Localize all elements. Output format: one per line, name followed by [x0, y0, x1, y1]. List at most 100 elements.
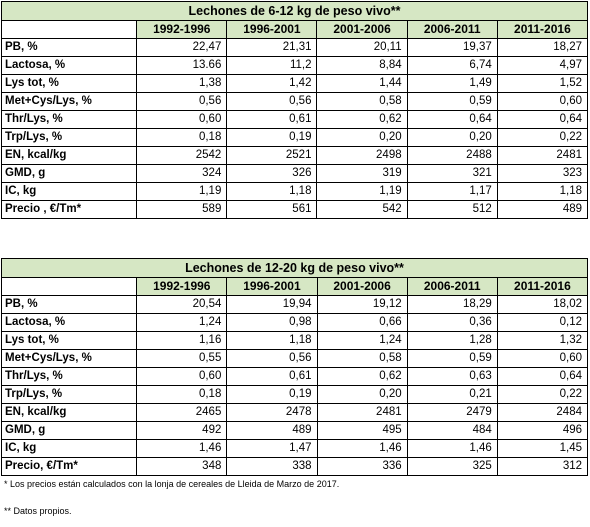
table-cell-value: 325 [406, 457, 498, 476]
table-cell-value: 0,61 [226, 110, 318, 129]
table-cell-value: 2478 [226, 403, 318, 422]
table-cell-value: 0,58 [316, 349, 408, 368]
table-cell-value: 19,94 [226, 295, 318, 314]
table-cell-value: 542 [316, 200, 408, 219]
table-cell-value: 22,47 [136, 38, 228, 57]
header-corner-cell [0, 20, 138, 39]
column-header-period: 1992-1996 [136, 20, 228, 39]
table-row: Lactosa, % 1,24 0,98 0,66 0,36 0,12 [0, 313, 589, 332]
row-label: GMD, g [0, 421, 138, 440]
row-label: Lys tot, % [0, 74, 138, 93]
table-row: Met+Cys/Lys, % 0,56 0,56 0,58 0,59 0,60 [0, 92, 589, 111]
table-title-row: Lechones de 6-12 kg de peso vivo** [1, 1, 588, 21]
row-label: Thr/Lys, % [0, 367, 138, 386]
table-cell-value: 19,37 [406, 38, 498, 57]
column-header-period: 2006-2011 [406, 277, 498, 296]
column-header-period: 2006-2011 [406, 20, 498, 39]
table-cell-value: 0,18 [136, 128, 228, 147]
table-cell-value: 321 [406, 164, 498, 183]
row-label: Trp/Lys, % [0, 385, 138, 404]
row-label: PB, % [0, 38, 138, 57]
row-label: Lactosa, % [0, 313, 138, 332]
table-row: Lys tot, % 1,16 1,18 1,24 1,28 1,32 [0, 331, 589, 350]
table-cell-value: 0,98 [226, 313, 318, 332]
row-label: Lys tot, % [0, 331, 138, 350]
row-label: IC, kg [0, 182, 138, 201]
table-cell-value: 0,64 [496, 110, 589, 129]
table-cell-value: 336 [316, 457, 408, 476]
table-cell-value: 2498 [316, 146, 408, 165]
column-header-period: 2011-2016 [496, 20, 589, 39]
table-piglets-12-20kg: Lechones de 12-20 kg de peso vivo** 1992-… [0, 258, 589, 476]
column-header-period: 1996-2001 [226, 277, 318, 296]
table-cell-value: 326 [226, 164, 318, 183]
table-cell-value: 1,19 [316, 182, 408, 201]
table-cell-value: 0,21 [406, 385, 498, 404]
table-cell-value: 0,20 [316, 385, 408, 404]
column-header-row: 1992-1996 1996-2001 2001-2006 2006-2011 2011… [0, 20, 589, 39]
row-label: GMD, g [0, 164, 138, 183]
column-header-period: 1992-1996 [136, 277, 228, 296]
table-title: Lechones de 12-20 kg de peso vivo** [1, 258, 588, 278]
table-cell-value: 0,64 [496, 367, 589, 386]
table-cell-value: 319 [316, 164, 408, 183]
row-label: EN, kcal/kg [0, 146, 138, 165]
table-cell-value: 1,49 [406, 74, 498, 93]
row-label: Precio , €/Tm* [0, 200, 138, 219]
table-cell-value: 0,56 [226, 349, 318, 368]
table-cell-value: 2484 [496, 403, 589, 422]
table-cell-value: 0,60 [136, 367, 228, 386]
table-cell-value: 0,19 [226, 385, 318, 404]
row-label: Precio, €/Tm* [0, 457, 138, 476]
table-cell-value: 0,19 [226, 128, 318, 147]
table-row: Thr/Lys, % 0,60 0,61 0,62 0,63 0,64 [0, 367, 589, 386]
table-cell-value: 2479 [406, 403, 498, 422]
table-cell-value: 0,61 [226, 367, 318, 386]
table-cell-value: 496 [496, 421, 589, 440]
table-cell-value: 1,42 [226, 74, 318, 93]
table-cell-value: 324 [136, 164, 228, 183]
row-label: Met+Cys/Lys, % [0, 92, 138, 111]
table-row: Met+Cys/Lys, % 0,55 0,56 0,58 0,59 0,60 [0, 349, 589, 368]
table-cell-value: 1,18 [226, 182, 318, 201]
table-cell-value: 13.66 [136, 56, 228, 75]
row-label: Thr/Lys, % [0, 110, 138, 129]
table-cell-value: 0,62 [316, 367, 408, 386]
table-piglets-6-12kg: Lechones de 6-12 kg de peso vivo** 1992-1… [0, 1, 589, 219]
table-cell-value: 348 [136, 457, 228, 476]
table-cell-value: 0,59 [406, 349, 498, 368]
table-cell-value: 18,27 [496, 38, 589, 57]
table-cell-value: 1,18 [496, 182, 589, 201]
table-cell-value: 2465 [136, 403, 228, 422]
table-cell-value: 484 [406, 421, 498, 440]
table-cell-value: 1,45 [496, 439, 589, 458]
table-row: EN, kcal/kg 2542 2521 2498 2488 2481 [0, 146, 589, 165]
column-header-period: 2001-2006 [316, 20, 408, 39]
table-cell-value: 1,24 [136, 313, 228, 332]
table-cell-value: 2521 [226, 146, 318, 165]
table-cell-value: 338 [226, 457, 318, 476]
table-cell-value: 1,32 [496, 331, 589, 350]
table-row: Trp/Lys, % 0,18 0,19 0,20 0,21 0,22 [0, 385, 589, 404]
row-label: EN, kcal/kg [0, 403, 138, 422]
column-header-period: 2011-2016 [496, 277, 589, 296]
table-cell-value: 0,60 [496, 349, 589, 368]
row-label: PB, % [0, 295, 138, 314]
table-cell-value: 0,18 [136, 385, 228, 404]
table-cell-value: 323 [496, 164, 589, 183]
table-cell-value: 2481 [496, 146, 589, 165]
footnote-prices: * Los precios están calculados con la lo… [4, 479, 340, 489]
table-row: IC, kg 1,19 1,18 1,19 1,17 1,18 [0, 182, 589, 201]
table-cell-value: 1,47 [226, 439, 318, 458]
table-cell-value: 2488 [406, 146, 498, 165]
table-row: PB, % 22,47 21,31 20,11 19,37 18,27 [0, 38, 589, 57]
table-cell-value: 0,55 [136, 349, 228, 368]
table-row: PB, % 20,54 19,94 19,12 18,29 18,02 [0, 295, 589, 314]
column-header-period: 2001-2006 [316, 277, 408, 296]
table-cell-value: 6,74 [406, 56, 498, 75]
table-cell-value: 20,54 [136, 295, 228, 314]
table-cell-value: 0,20 [406, 128, 498, 147]
table-cell-value: 18,29 [406, 295, 498, 314]
table-cell-value: 1,24 [316, 331, 408, 350]
table-cell-value: 495 [316, 421, 408, 440]
